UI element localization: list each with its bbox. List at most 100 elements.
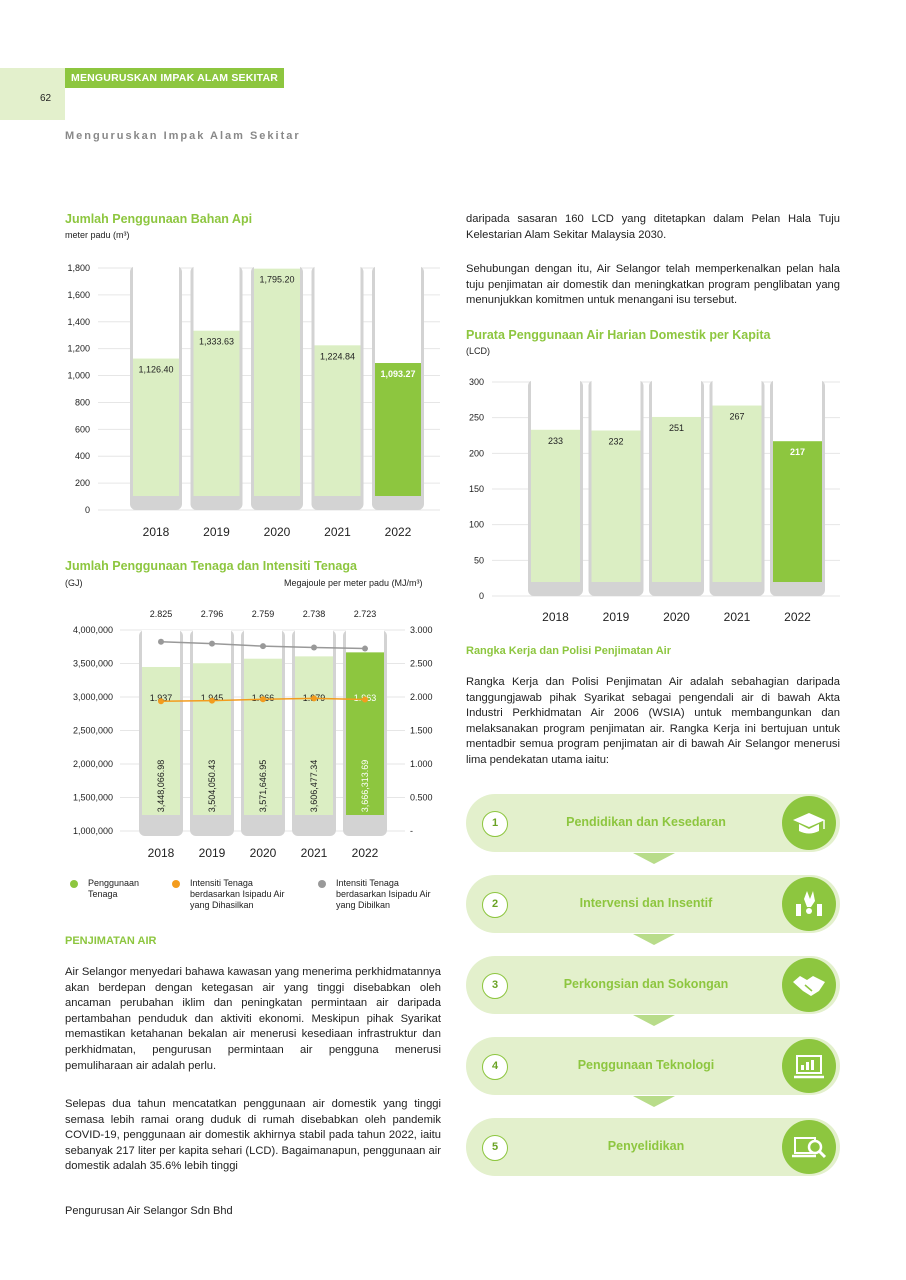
step-arrow — [633, 1015, 675, 1026]
legend-label-energy: Penggunaan Tenaga — [88, 878, 140, 899]
fuel-chart-title: Jumlah Penggunaan Bahan Api — [65, 212, 253, 226]
fuel-chart-unit: meter padu (m³) — [65, 230, 130, 240]
bar-2019 — [193, 330, 240, 496]
x-tick-label: 2021 — [324, 525, 351, 539]
right-paragraph-2: Sehubungan dengan itu, Air Selangor tela… — [466, 263, 840, 307]
y2-tick-label: 1.500 — [410, 726, 433, 736]
step-label: Penggunaan Teknologi — [577, 1058, 715, 1072]
step-number: 2 — [482, 892, 508, 918]
y-tick-label: 200 — [469, 448, 484, 458]
grey-series-label: 2.738 — [303, 609, 326, 619]
legend-dot-intensity-produced — [172, 880, 180, 888]
step-label: Pendidikan dan Kesedaran — [566, 815, 726, 829]
bar-value-label: 3,571,646.95 — [258, 760, 268, 813]
y-tick-label: 1,000 — [67, 371, 90, 381]
bar-2019 — [591, 430, 641, 582]
y2-tick-label: 0.500 — [410, 793, 433, 803]
orange-series-label: 1.937 — [150, 693, 173, 703]
energy-chart-title: Jumlah Penggunaan Tenaga dan Intensiti T… — [65, 559, 357, 573]
y-tick-label: 2,500,000 — [73, 726, 113, 736]
step-number: 1 — [482, 811, 508, 837]
y2-tick-label: 2.000 — [410, 692, 433, 702]
footer-company: Pengurusan Air Selangor Sdn Bhd — [65, 1205, 233, 1217]
step-bar — [466, 1118, 840, 1176]
y-tick-label: 100 — [469, 520, 484, 530]
y2-tick-label: 3.000 — [410, 625, 433, 635]
water-chart-unit: (LCD) — [466, 346, 490, 356]
step-label: Perkongsian dan Sokongan — [563, 977, 729, 991]
framework-heading: Rangka Kerja dan Polisi Penjimatan Air — [466, 645, 671, 657]
y2-tick-label: 2.500 — [410, 659, 433, 669]
step-bar — [466, 1037, 840, 1095]
y-tick-label: 1,000,000 — [73, 826, 113, 836]
grey-series-point — [209, 640, 215, 647]
page-number: 62 — [40, 93, 52, 104]
energy-chart-unit-right: Megajoule per meter padu (MJ/m³) — [284, 578, 423, 588]
legend-label-intensity-billed: Intensiti Tenaga berdasarkan Isipadu Air… — [336, 878, 431, 910]
y-tick-label: 250 — [469, 413, 484, 423]
right-paragraph-3: Rangka Kerja dan Polisi Penjimatan Air a… — [466, 676, 840, 766]
water-saving-heading: PENJIMATAN AIR — [65, 935, 157, 947]
bar-value-label: 1,224.84 — [320, 351, 355, 361]
step-number: 4 — [482, 1054, 508, 1080]
orange-series-point — [260, 696, 266, 703]
x-tick-label: 2019 — [199, 846, 226, 860]
bar-value-label: 1,333.63 — [199, 337, 234, 347]
bar-2019 — [193, 663, 231, 815]
handshake-icon — [782, 958, 836, 1012]
bar-2020 — [652, 416, 701, 582]
step-1: 1 Pendidikan dan Kesedaran — [466, 794, 840, 852]
x-tick-label: 2019 — [203, 525, 230, 539]
y-tick-label: 800 — [75, 397, 90, 407]
grey-series-point — [311, 644, 317, 651]
section-tag: MENGURUSKAN IMPAK ALAM SEKITAR — [65, 68, 285, 88]
left-paragraph-2: Selepas dua tahun mencatatkan penggunaan… — [65, 1098, 441, 1173]
right-paragraph-1: daripada sasaran 160 LCD yang ditetapkan… — [466, 213, 840, 241]
research-magnifier-icon — [782, 1120, 836, 1174]
y-tick-label: 1,400 — [67, 317, 90, 327]
grey-series-label: 2.796 — [201, 609, 224, 619]
y-tick-label: 1,200 — [67, 344, 90, 354]
bar-2021 — [295, 656, 333, 815]
energy-chart-unit-left: (GJ) — [65, 578, 83, 588]
y-tick-label: 3,000,000 — [73, 692, 113, 702]
bar-value-label: 3,504,050.43 — [207, 760, 217, 813]
bar-2020 — [254, 268, 300, 496]
water-chart: 0 50 100 150 200 250 300 233 2018 232 2019 251 2020 2… — [469, 377, 840, 624]
grey-series-label: 2.825 — [150, 609, 173, 619]
step-label: Penyelidikan — [607, 1139, 685, 1153]
hands-tools-icon — [782, 877, 836, 931]
step-5: 5 Penyelidikan — [466, 1118, 840, 1176]
x-tick-label: 2018 — [143, 525, 170, 539]
step-arrow — [633, 853, 675, 864]
y-tick-label: 200 — [75, 478, 90, 488]
bar-value-label: 3,666,313.69 — [360, 760, 370, 813]
step-bar — [466, 956, 840, 1014]
y-tick-label: 300 — [469, 377, 484, 387]
orange-series-point — [311, 695, 317, 702]
y-tick-label: 3,500,000 — [73, 659, 113, 669]
grey-series-point — [362, 645, 368, 652]
bar-value-label: 3,448,066.98 — [156, 760, 166, 813]
bar-2018 — [133, 358, 179, 496]
step-2: 2 Intervensi dan Insentif — [466, 875, 840, 933]
fuel-chart: 0 200 400 600 800 1,000 1,200 1,400 1,600 1,800 1,… — [67, 263, 440, 539]
computer-chart-icon — [782, 1039, 836, 1093]
y-tick-label: 1,500,000 — [73, 793, 113, 803]
x-tick-label: 2022 — [385, 525, 412, 539]
y2-tick-label: 1.000 — [410, 759, 433, 769]
bar-value-label: 232 — [608, 437, 623, 447]
step-label: Intervensi dan Insentif — [579, 896, 713, 910]
bar-2022 — [375, 363, 421, 496]
left-paragraph-1: Air Selangor menyedari bahawa kawasan ya… — [65, 966, 441, 1072]
y-tick-label: 2,000,000 — [73, 759, 113, 769]
x-tick-label: 2022 — [352, 846, 379, 860]
bar-value-label: 267 — [729, 412, 744, 422]
legend-label-intensity-produced: Intensiti Tenaga berdasarkan Isipadu Air… — [190, 878, 285, 910]
step-4: 4 Penggunaan Teknologi — [466, 1037, 840, 1095]
y-tick-label: 1,800 — [67, 263, 90, 273]
step-arrow — [633, 934, 675, 945]
bar-2018 — [142, 666, 180, 815]
y-tick-label: 4,000,000 — [73, 625, 113, 635]
bar-2022 — [346, 652, 384, 815]
